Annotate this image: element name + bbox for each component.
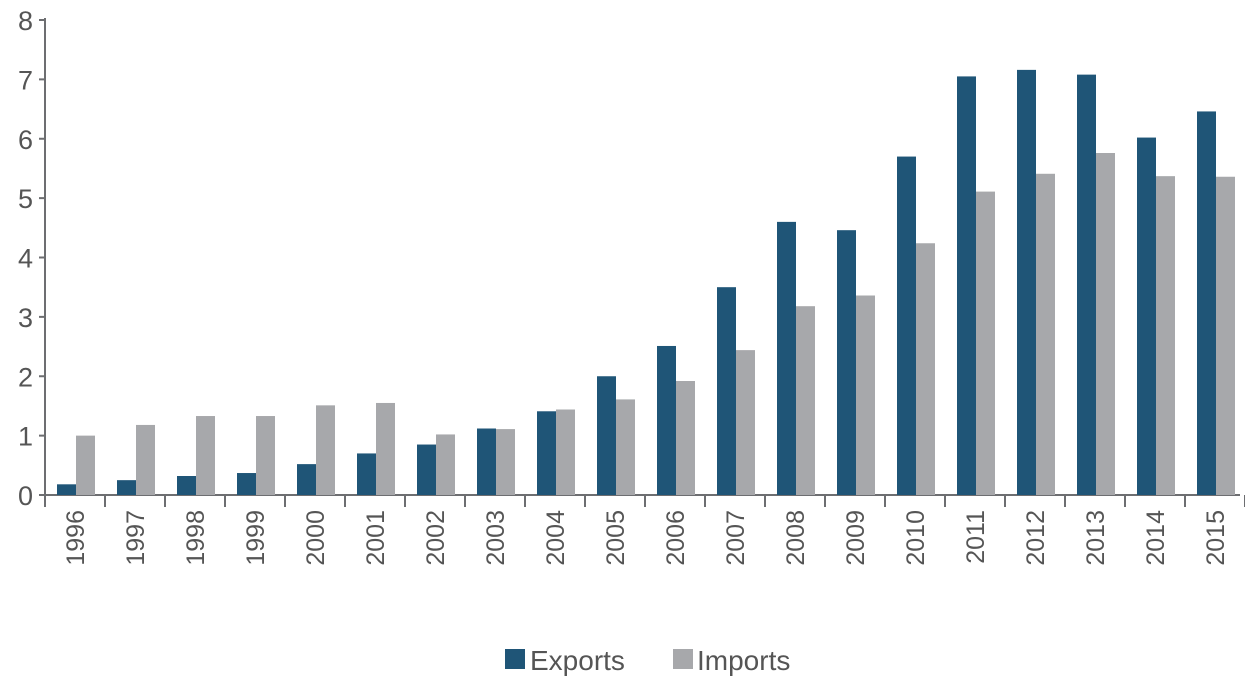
y-tick-label: 2	[18, 362, 33, 392]
bar-imports-2003	[496, 429, 515, 495]
bar-imports-2008	[796, 306, 815, 495]
y-tick-label: 1	[18, 422, 33, 452]
bar-exports-2002	[417, 444, 436, 495]
y-tick-label: 3	[18, 303, 33, 333]
x-tick-label: 2004	[542, 510, 570, 566]
legend: Exports Imports	[505, 645, 790, 676]
bar-exports-2007	[717, 287, 736, 495]
bar-imports-2007	[736, 350, 755, 495]
bar-exports-2012	[1017, 69, 1036, 495]
x-tick-label: 2010	[902, 510, 930, 566]
bar-exports-2014	[1137, 137, 1156, 495]
bar-exports-2009	[837, 230, 856, 495]
x-tick-label: 2011	[962, 510, 990, 564]
bar-exports-2015	[1197, 111, 1216, 495]
x-tick-label: 2005	[602, 510, 630, 566]
bar-imports-2009	[856, 295, 875, 495]
bar-imports-1997	[136, 424, 155, 495]
bar-imports-1998	[196, 416, 215, 495]
y-tick-label: 4	[18, 244, 33, 274]
bar-exports-2006	[657, 345, 676, 495]
x-tick-label: 2003	[482, 510, 510, 566]
x-tick-label: 2012	[1022, 510, 1050, 566]
bar-imports-2004	[556, 409, 575, 495]
bar-imports-2006	[676, 381, 695, 495]
bar-imports-2014	[1156, 176, 1175, 495]
bar-imports-2005	[616, 399, 635, 495]
x-tick-label: 2013	[1082, 510, 1110, 566]
x-tick-label: 2014	[1142, 510, 1170, 566]
bar-exports-2008	[777, 221, 796, 495]
x-tick-label: 1999	[242, 510, 270, 566]
x-tick-label: 1997	[122, 510, 150, 566]
x-tick-label: 1998	[182, 510, 210, 566]
legend-swatch-exports	[505, 649, 525, 669]
bar-imports-2015	[1216, 176, 1235, 495]
y-tick-label: 7	[18, 65, 33, 95]
bar-imports-1999	[256, 416, 275, 495]
bar-imports-1996	[76, 435, 95, 495]
bar-imports-2011	[976, 191, 995, 495]
x-axis: 1996 1997 1998 1999 2000 2001 2002 2003 2004 2005…	[44, 494, 1245, 566]
bar-imports-2002	[436, 434, 455, 495]
bar-imports-2001	[376, 402, 395, 495]
x-tick-label: 2001	[362, 510, 390, 566]
x-tick-label: 2009	[842, 510, 870, 566]
bar-exports-2005	[597, 376, 616, 495]
bar-exports-1996	[57, 484, 76, 495]
bar-exports-2013	[1077, 74, 1096, 495]
y-tick-label: 5	[18, 184, 33, 214]
legend-swatch-imports	[673, 649, 693, 669]
bar-imports-2012	[1036, 173, 1055, 495]
bar-exports-2003	[477, 428, 496, 495]
x-tick-label: 2002	[422, 510, 450, 566]
legend-label-imports: Imports	[697, 645, 790, 676]
bar-imports-2000	[316, 405, 335, 495]
bars	[57, 69, 1235, 495]
x-tick-label: 2015	[1202, 510, 1230, 566]
y-axis: 0 1 2 3 4 5 6 7 8	[18, 6, 46, 511]
x-tick-label: 2000	[302, 510, 330, 566]
bar-exports-2001	[357, 453, 376, 495]
x-tick-label: 2006	[662, 510, 690, 566]
x-tick-label: 2007	[722, 510, 750, 566]
bar-exports-1999	[237, 473, 256, 495]
x-tick-label: 1996	[62, 510, 90, 566]
y-tick-label: 0	[18, 481, 33, 511]
bar-exports-2004	[537, 411, 556, 495]
legend-label-exports: Exports	[530, 645, 625, 676]
bar-imports-2010	[916, 243, 935, 495]
y-tick-label: 6	[18, 125, 33, 155]
x-tick-label: 2008	[782, 510, 810, 566]
bar-exports-1997	[117, 480, 136, 495]
y-tick-label: 8	[18, 6, 33, 36]
bar-exports-2010	[897, 156, 916, 495]
bar-exports-2011	[957, 76, 976, 495]
bar-exports-1998	[177, 476, 196, 495]
bar-exports-2000	[297, 464, 316, 495]
bar-imports-2013	[1096, 153, 1115, 495]
